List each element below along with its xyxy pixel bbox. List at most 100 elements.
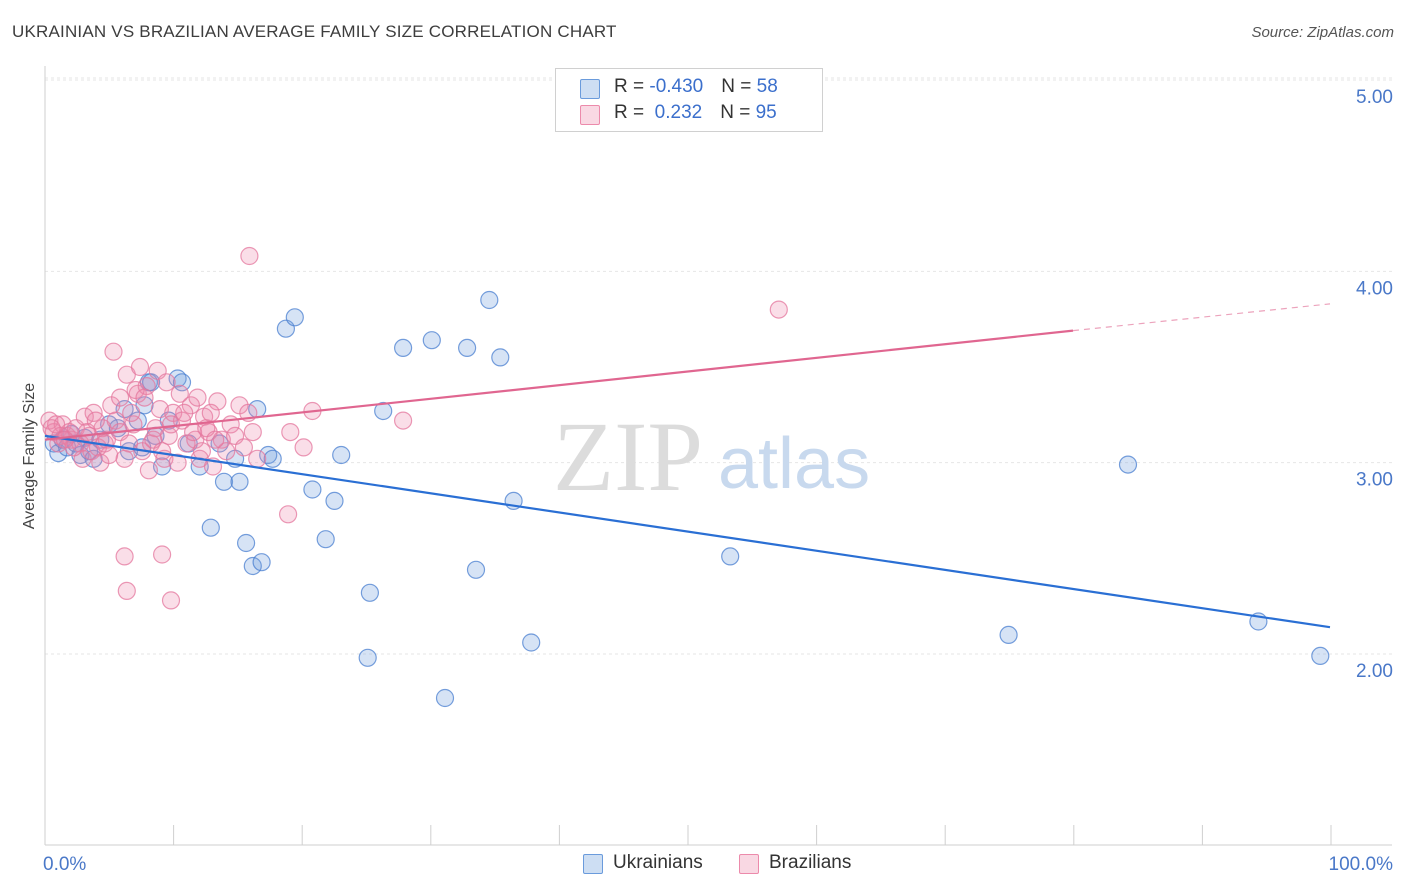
ukrainians-point-33: [243, 556, 262, 576]
brazilians-point-80: [42, 419, 61, 438]
brazilians-point-29: [168, 453, 187, 472]
y-axis-label: Average Family Size: [21, 383, 38, 530]
bottom-legend-label-ukrainians: Ukrainians: [613, 852, 703, 873]
brazilians-point-15: [106, 411, 125, 430]
brazilians-point-60: [161, 415, 181, 434]
brazilians-point-51: [122, 403, 141, 422]
brazilians-point-92: [769, 300, 788, 319]
legend-swatch-brazilians: [580, 105, 600, 125]
brazilians-point-87: [279, 505, 298, 524]
ukrainians-point-58: [1118, 455, 1138, 474]
brazilians-point-54: [135, 388, 154, 407]
source-credit: Source: ZipAtlas.com: [1251, 24, 1394, 41]
ukrainians-point-53: [491, 348, 510, 367]
brazilians-point-58: [153, 442, 172, 461]
series-brazilians: [40, 246, 788, 610]
legend-n-label: N =: [720, 102, 756, 123]
brazilians-point-82: [153, 545, 172, 564]
bottom-legend-label-brazilians: Brazilians: [769, 852, 852, 873]
brazilians-point-38: [208, 392, 227, 411]
legend-r-label: R =: [614, 76, 650, 97]
ukrainians-point-43: [332, 445, 351, 465]
brazilians-point-17: [115, 449, 134, 468]
ukrainians-point-24: [172, 373, 192, 392]
ukrainians-point-48: [422, 331, 441, 350]
brazilians-point-48: [104, 342, 123, 361]
brazilians-point-65: [192, 442, 211, 461]
ukrainians-point-55: [522, 633, 541, 652]
ukrainians-point-51: [466, 560, 486, 579]
ukrainians-point-45: [360, 583, 379, 602]
brazilians-point-49: [110, 388, 130, 407]
watermark-atlas: atlas: [718, 424, 870, 504]
legend-swatch-ukrainians: [580, 79, 600, 99]
legend-r-value: -0.430: [649, 76, 704, 97]
watermark: ZIP atlas: [553, 401, 870, 512]
ukrainians-point-37: [263, 449, 282, 468]
ukrainians-point-56: [721, 547, 740, 566]
brazilians-point-31: [177, 434, 196, 453]
brazilians-point-88: [281, 423, 300, 442]
ukrainians-point-31: [230, 472, 249, 491]
brazilians-point-86: [240, 246, 259, 266]
ukrainians-point-32: [237, 533, 256, 553]
trend-line-extension-brazilians: [1072, 303, 1331, 332]
brazilians-point-64: [188, 388, 207, 407]
ukrainians-point-27: [201, 518, 220, 537]
ukrainians-point-57: [999, 625, 1018, 645]
brazilians-point-91: [394, 411, 413, 430]
brazilians-point-68: [206, 430, 225, 449]
x-tick-label-0: 0.0%: [43, 854, 86, 875]
brazilians-point-85: [161, 591, 181, 610]
brazilians-point-46: [243, 423, 262, 442]
trend-line-ukrainians: [44, 434, 1331, 629]
brazilians-point-61: [170, 384, 189, 403]
ukrainians-point-49: [435, 688, 455, 708]
x-tick-labels: 0.0% 100.0%: [43, 854, 1393, 875]
y-tick-label-1: 3.00: [1356, 470, 1393, 491]
brazilians-point-83: [115, 547, 134, 566]
chart-title: UKRAINIAN VS BRAZILIAN AVERAGE FAMILY SI…: [12, 22, 617, 41]
brazilians-point-59: [157, 373, 176, 392]
ukrainians-point-60: [1311, 646, 1330, 666]
ukrainians-point-40: [303, 480, 322, 499]
axes: [44, 66, 1392, 846]
ukrainians-point-44: [358, 648, 377, 667]
brazilians-point-84: [117, 581, 136, 601]
ukrainians-point-47: [394, 338, 413, 357]
correlation-legend: R = -0.430 N = 58 R = 0.232 N = 95: [555, 68, 823, 132]
trend-lines: [44, 303, 1331, 629]
bottom-legend-swatch-brazilians: [739, 854, 759, 874]
data-points: [40, 246, 1330, 708]
brazilians-point-89: [294, 438, 313, 457]
ukrainians-point-46: [374, 401, 393, 421]
brazilians-point-55: [139, 461, 158, 480]
brazilians-point-8: [75, 407, 94, 426]
brazilians-point-53: [130, 357, 150, 377]
brazilians-point-72: [86, 411, 105, 430]
legend-text-ukrainians: R = -0.430 N = 58: [614, 76, 778, 98]
ukrainians-point-35: [252, 553, 271, 572]
ukrainians-point-52: [480, 290, 499, 310]
y-tick-labels: 2.00 3.00 4.00 5.00: [1356, 87, 1393, 682]
ukrainians-point-39: [285, 308, 304, 327]
legend-r-label: R =: [614, 102, 650, 123]
ukrainians-point-50: [458, 338, 477, 357]
legend-n-value: 95: [755, 102, 777, 123]
legend-text-brazilians: R = 0.232 N = 95: [614, 102, 777, 124]
brazilians-point-75: [99, 445, 119, 465]
y-tick-label-2: 4.00: [1356, 278, 1393, 299]
brazilians-point-47: [248, 449, 267, 468]
brazilians-point-44: [234, 438, 253, 457]
watermark-zip: ZIP: [553, 401, 703, 512]
trend-line-brazilians: [44, 329, 1074, 441]
brazilians-point-22: [137, 377, 156, 396]
bottom-legend-swatch-ukrainians: [583, 854, 603, 874]
legend-r-value: 0.232: [649, 102, 703, 123]
ukrainians-point-41: [316, 530, 335, 549]
brazilians-point-67: [201, 403, 220, 422]
legend-n-label: N =: [721, 76, 757, 97]
ukrainians-point-29: [214, 472, 234, 491]
ukrainians-point-42: [325, 491, 344, 510]
